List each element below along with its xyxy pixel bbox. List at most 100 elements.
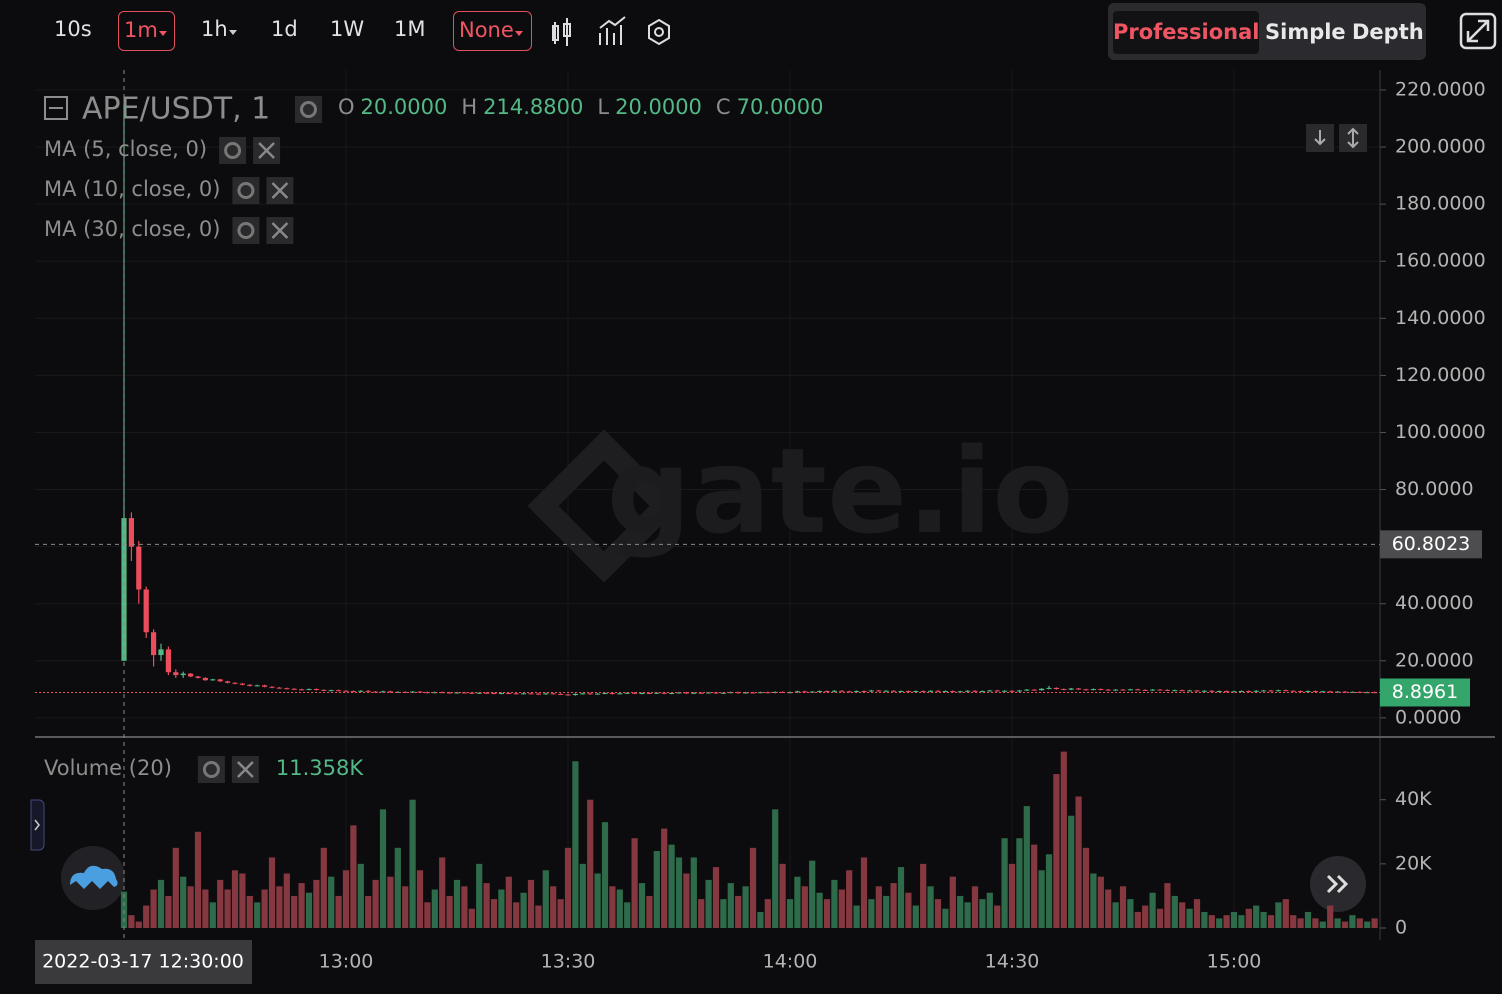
scale-buttons[interactable] bbox=[1306, 124, 1367, 152]
interval-button[interactable]: 10s bbox=[54, 17, 92, 41]
volume-bar bbox=[1297, 918, 1304, 928]
gear-icon bbox=[224, 142, 242, 159]
candle-body bbox=[210, 679, 216, 681]
candle-body bbox=[1238, 691, 1244, 693]
interval-label: 1m bbox=[124, 18, 158, 42]
volume-bar bbox=[1023, 806, 1030, 928]
volume-bar bbox=[631, 838, 638, 928]
y-tick-label: 20.0000 bbox=[1395, 649, 1474, 671]
view-button[interactable]: Simple bbox=[1265, 20, 1346, 44]
volume-bar bbox=[254, 902, 261, 928]
gear-button[interactable] bbox=[232, 177, 260, 204]
last-price-box bbox=[1380, 678, 1470, 707]
gear-button[interactable] bbox=[232, 217, 260, 244]
candle-body bbox=[165, 649, 171, 673]
ohlc-key: H bbox=[461, 95, 477, 119]
volume-bar bbox=[624, 902, 631, 928]
watermark-logo bbox=[527, 429, 681, 583]
candle-body bbox=[1135, 689, 1141, 691]
y-tick-label: 180.0000 bbox=[1395, 193, 1486, 215]
candle-body bbox=[239, 683, 245, 685]
volume-bar bbox=[527, 879, 535, 928]
interval-button[interactable]: 1M bbox=[394, 17, 426, 41]
y-tick-label: 140.0000 bbox=[1395, 307, 1486, 329]
close-icon bbox=[271, 182, 289, 199]
volume-bar bbox=[416, 870, 424, 928]
interval-button-active[interactable]: 1m bbox=[118, 11, 175, 51]
y-tick-label: 160.0000 bbox=[1395, 250, 1486, 272]
candle-body bbox=[484, 692, 490, 694]
side-handle[interactable] bbox=[30, 799, 45, 851]
candle-body bbox=[284, 688, 290, 690]
ohlc-key: O bbox=[338, 95, 355, 119]
candle-body bbox=[1372, 692, 1378, 694]
volume-bar bbox=[1208, 915, 1215, 928]
toolbar-icons[interactable] bbox=[552, 16, 670, 46]
indicator-menu[interactable]: None bbox=[453, 11, 532, 51]
volume-bar bbox=[949, 876, 956, 928]
gear-button[interactable] bbox=[219, 137, 247, 164]
candle-body bbox=[854, 691, 860, 693]
candle-body bbox=[1231, 691, 1237, 693]
view-button-active[interactable]: Professional bbox=[1113, 11, 1260, 54]
candle-body bbox=[979, 691, 985, 693]
volume-bar bbox=[801, 886, 808, 928]
volume-y-tick-label: 20K bbox=[1395, 852, 1432, 874]
y-tick-label: 40.0000 bbox=[1395, 592, 1474, 614]
interval-button[interactable]: 1h bbox=[201, 17, 238, 41]
candle-body bbox=[1024, 689, 1030, 691]
volume-bar bbox=[816, 892, 823, 928]
volume-bar bbox=[883, 895, 890, 928]
candle-body bbox=[350, 691, 356, 693]
volume-bar bbox=[1156, 908, 1164, 928]
candle-body bbox=[691, 692, 697, 694]
volume-bar bbox=[513, 902, 520, 928]
candle-body bbox=[513, 693, 519, 695]
volume-bar bbox=[838, 889, 845, 928]
interval-button[interactable]: 1W bbox=[330, 17, 365, 41]
volume-bar bbox=[172, 847, 179, 928]
volume-bar bbox=[335, 895, 342, 928]
volume-bar bbox=[860, 857, 868, 928]
candle-body bbox=[1142, 689, 1148, 691]
volume-bar bbox=[187, 886, 194, 928]
gear-button[interactable] bbox=[197, 756, 225, 783]
volume-bar bbox=[846, 870, 853, 928]
candle-body bbox=[1290, 690, 1296, 692]
volume-bar bbox=[1179, 902, 1186, 928]
candle-body bbox=[439, 692, 445, 694]
volume-bar bbox=[1356, 918, 1363, 928]
gear-icon[interactable] bbox=[295, 96, 322, 123]
volume-bar bbox=[564, 847, 572, 928]
volume-bar bbox=[490, 899, 498, 928]
volume-bar bbox=[1319, 921, 1326, 928]
volume-bar bbox=[476, 863, 483, 928]
view-button[interactable]: Depth bbox=[1352, 20, 1424, 44]
volume-bar bbox=[261, 889, 268, 928]
volume-bar bbox=[779, 863, 786, 928]
volume-bar bbox=[683, 873, 690, 928]
last-price-label: 8.8961 bbox=[1392, 681, 1458, 703]
volume-bar bbox=[298, 883, 305, 928]
interval-button[interactable]: 1d bbox=[271, 17, 298, 41]
volume-bar bbox=[357, 863, 364, 928]
candle-body bbox=[180, 673, 186, 676]
candle-body bbox=[602, 693, 608, 695]
volume-bar bbox=[912, 905, 919, 928]
volume-bar bbox=[1282, 899, 1289, 928]
crosshair-time-box bbox=[35, 940, 252, 984]
candle-body bbox=[143, 589, 149, 633]
candle-body bbox=[217, 679, 223, 682]
candle-body bbox=[861, 691, 867, 693]
candle-body bbox=[321, 689, 327, 691]
candle-body bbox=[1320, 691, 1326, 693]
volume-bar bbox=[342, 870, 350, 928]
expand-icon[interactable] bbox=[1459, 12, 1497, 50]
volume-bar bbox=[690, 857, 697, 928]
collapse-icon[interactable] bbox=[44, 96, 68, 120]
volume-bar bbox=[535, 905, 542, 928]
cloud-icon bbox=[70, 865, 118, 889]
volume-bar bbox=[1105, 889, 1112, 928]
x-tick-label: 15:00 bbox=[1207, 951, 1262, 973]
candle-body bbox=[1068, 688, 1074, 690]
